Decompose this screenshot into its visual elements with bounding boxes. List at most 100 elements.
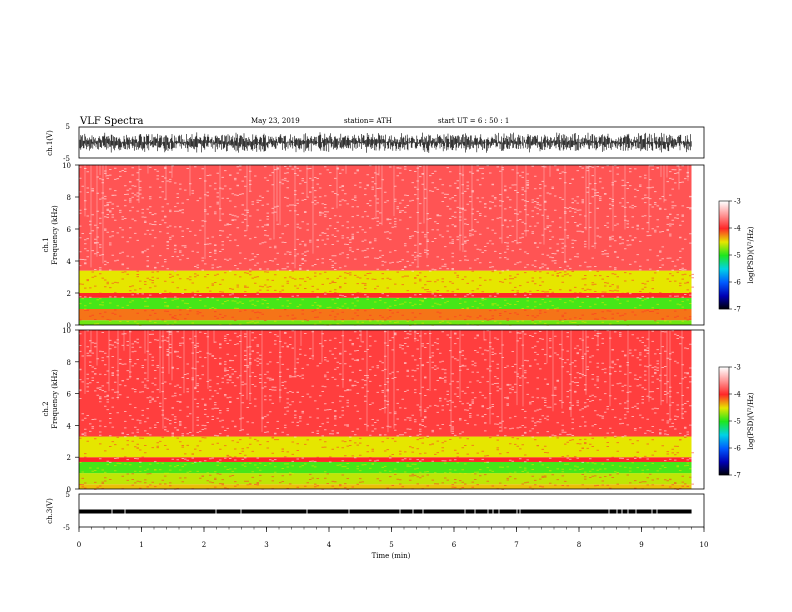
colorbar-step bbox=[719, 449, 729, 451]
colorbar-step bbox=[719, 401, 729, 403]
colorbar-step bbox=[719, 299, 729, 301]
colorbar-step bbox=[719, 206, 729, 208]
time-axis: 0 1 2 3 4 5 6 7 8 9 10 bbox=[77, 527, 708, 549]
spectrogram-band bbox=[79, 270, 692, 293]
ytick-label: 0 bbox=[67, 322, 71, 330]
colorbar-step bbox=[719, 269, 729, 271]
colorbar-step bbox=[719, 210, 729, 212]
ch2-spectrogram-frame bbox=[78, 329, 705, 490]
colorbar-step bbox=[719, 293, 729, 295]
colorbar-step bbox=[719, 386, 729, 388]
colorbar-tick-label: -5 bbox=[734, 252, 741, 260]
xtick-label: 2 bbox=[202, 541, 206, 549]
colorbar-step bbox=[719, 455, 729, 457]
ch1-colorbar: -3 -4 -5 -6 -7 log(PSD)(V²/Hz) bbox=[718, 198, 755, 314]
spectrogram-band bbox=[79, 320, 692, 325]
colorbar-step bbox=[719, 407, 729, 409]
colorbar-step bbox=[719, 447, 729, 449]
ytick-label: 4 bbox=[67, 258, 72, 266]
colorbar-step bbox=[719, 432, 729, 434]
colorbar-step bbox=[719, 420, 729, 422]
colorbar-step bbox=[719, 304, 729, 306]
colorbar-step bbox=[719, 301, 729, 303]
ytick-label: 8 bbox=[67, 359, 71, 367]
waveform-path bbox=[79, 132, 692, 153]
ytick-label: 10 bbox=[62, 162, 71, 170]
start-time-label: start UT = 6 : 50 : 1 bbox=[438, 117, 509, 125]
colorbar-step bbox=[719, 410, 729, 412]
spectrogram-texture bbox=[79, 293, 692, 299]
xtick-label: 4 bbox=[327, 541, 332, 549]
colorbar-step bbox=[719, 402, 729, 404]
colorbar-step bbox=[719, 291, 729, 293]
spectrogram-band bbox=[79, 309, 692, 321]
colorbar-step bbox=[719, 246, 729, 248]
ch2-spectrogram-yaxis: 10 8 6 4 2 0 bbox=[62, 327, 79, 494]
colorbar-label: log(PSD)(V²/Hz) bbox=[747, 392, 755, 449]
colorbar-step bbox=[719, 466, 729, 468]
colorbar-step bbox=[719, 377, 729, 379]
colorbar-step bbox=[719, 451, 729, 453]
colorbar-step bbox=[719, 294, 729, 296]
colorbar-step bbox=[719, 400, 729, 402]
ch3-waveform-trace bbox=[79, 509, 692, 514]
colorbar-step bbox=[719, 388, 729, 390]
colorbar-step bbox=[719, 430, 729, 432]
colorbar-step bbox=[719, 306, 729, 308]
colorbar-step bbox=[719, 385, 729, 387]
colorbar-step bbox=[719, 463, 729, 465]
colorbar-step bbox=[719, 405, 729, 407]
colorbar-step bbox=[719, 305, 729, 307]
colorbar-tick-label: -6 bbox=[734, 445, 741, 453]
colorbar-step bbox=[719, 472, 729, 474]
colorbar-step bbox=[719, 277, 729, 279]
colorbar-step bbox=[719, 229, 729, 231]
ytick-label: 2 bbox=[67, 290, 71, 298]
colorbar-tick-label: -3 bbox=[734, 364, 741, 372]
colorbar-step bbox=[719, 431, 729, 433]
colorbar-tick-label: -3 bbox=[734, 198, 741, 206]
ch3-waveform-panel: 5 -5 ch.3(V) bbox=[46, 491, 705, 532]
colorbar-step bbox=[719, 265, 729, 267]
colorbar-step bbox=[719, 208, 729, 210]
colorbar-step bbox=[719, 204, 729, 206]
colorbar-step bbox=[719, 373, 729, 375]
time-axis-label: Time (min) bbox=[372, 552, 411, 560]
colorbar-step bbox=[719, 384, 729, 386]
colorbar-step bbox=[719, 464, 729, 466]
colorbar-step bbox=[719, 292, 729, 294]
colorbar-step bbox=[719, 459, 729, 461]
colorbar-step bbox=[719, 202, 729, 204]
colorbar-step bbox=[719, 296, 729, 298]
ch1-waveform-trace bbox=[79, 132, 692, 153]
colorbar-tick-label: -5 bbox=[734, 418, 741, 426]
colorbar-step bbox=[719, 260, 729, 262]
colorbar-step bbox=[719, 226, 729, 228]
colorbar-step bbox=[719, 404, 729, 406]
colorbar-step bbox=[719, 209, 729, 211]
colorbar-step bbox=[719, 371, 729, 373]
colorbar-step bbox=[719, 231, 729, 233]
colorbar-step bbox=[719, 274, 729, 276]
colorbar-step bbox=[719, 413, 729, 415]
ch1-spectrogram-ylabel-channel: ch.1 bbox=[42, 237, 50, 252]
spectrogram-band bbox=[79, 293, 692, 298]
colorbar-step bbox=[719, 244, 729, 246]
colorbar-step bbox=[719, 416, 729, 418]
colorbar-step bbox=[719, 264, 729, 266]
colorbar-step bbox=[719, 442, 729, 444]
colorbar-step bbox=[719, 211, 729, 213]
colorbar-step bbox=[719, 236, 729, 238]
colorbar-step bbox=[719, 391, 729, 393]
ytick-label: 10 bbox=[62, 327, 71, 335]
ytick-label: 8 bbox=[67, 194, 71, 202]
colorbar-step bbox=[719, 223, 729, 225]
spectrogram-band bbox=[79, 436, 692, 458]
colorbar-step bbox=[719, 427, 729, 429]
xtick-label: 9 bbox=[639, 541, 643, 549]
colorbar-step bbox=[719, 300, 729, 302]
colorbar-step bbox=[719, 255, 729, 257]
colorbar-step bbox=[719, 281, 729, 283]
date-label: May 23, 2019 bbox=[251, 117, 300, 125]
colorbar-step bbox=[719, 417, 729, 419]
